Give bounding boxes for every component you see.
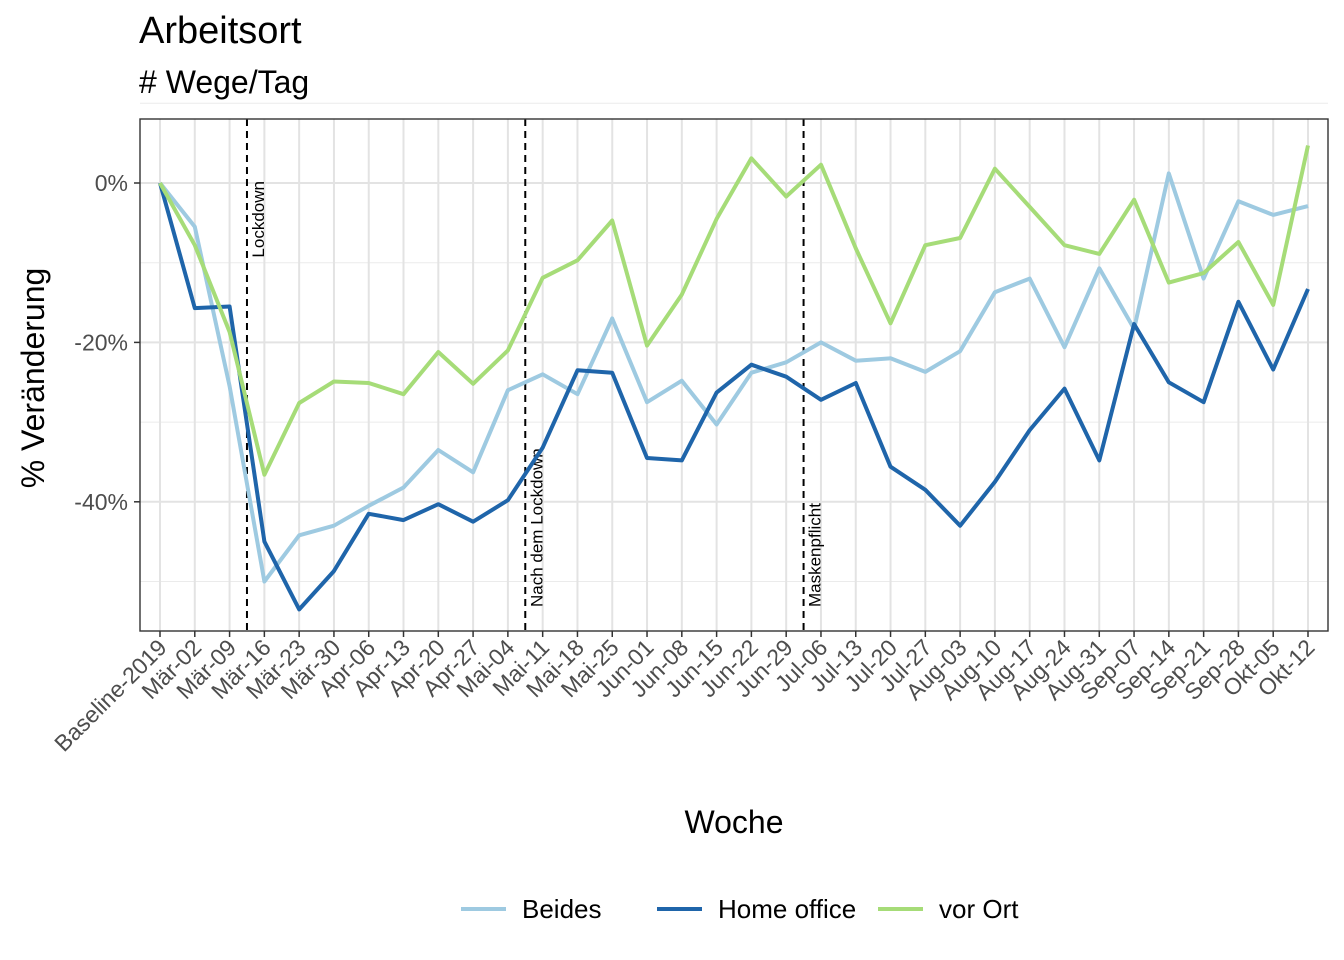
y-tick-label: -20% <box>74 329 128 355</box>
y-axis-title: % Veränderung <box>15 268 51 489</box>
annotation-label: Lockdown <box>249 181 268 258</box>
legend-label: Home office <box>718 894 856 924</box>
plot-border <box>139 118 1329 632</box>
plot-panel <box>140 119 1328 631</box>
y-tick-label: 0% <box>95 170 128 196</box>
series-line-vor-ort <box>158 145 1310 477</box>
series-line-beides <box>158 171 1309 584</box>
annotation-label: Maskenpflicht <box>806 503 825 607</box>
legend-label: vor Ort <box>939 894 1019 924</box>
annotation-label: Nach dem Lockdown <box>527 448 546 607</box>
chart-subtitle: # Wege/Tag <box>139 64 310 100</box>
x-axis-title: Woche <box>684 804 783 840</box>
series-line-home-office <box>158 182 1310 612</box>
legend-label: Beides <box>522 894 602 924</box>
chart-title: Arbeitsort <box>139 10 302 52</box>
y-tick-label: -40% <box>74 489 128 515</box>
